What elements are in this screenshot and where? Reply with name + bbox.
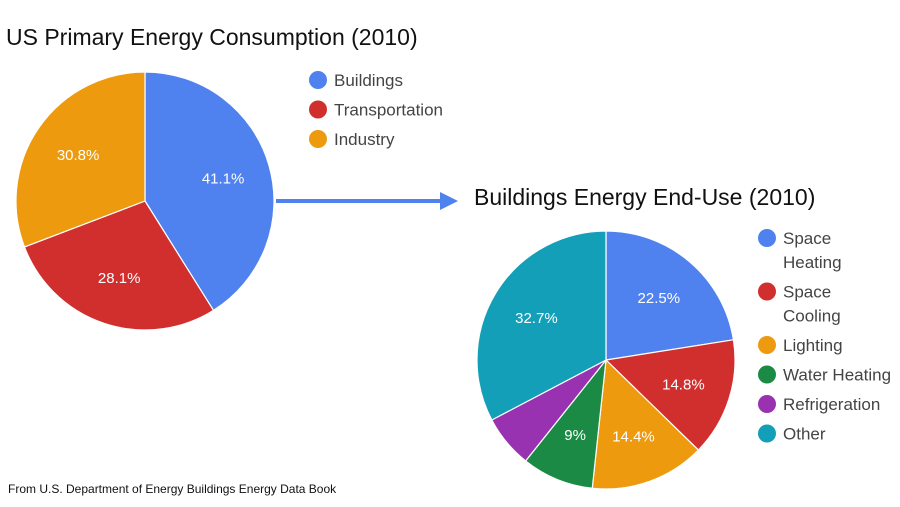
legend-label-industry: Industry [334,130,395,149]
legend-dot-other [758,424,776,443]
buildings-pie: 22.5% 14.8% 14.4% 9% 32.7% [476,230,736,490]
legend-item-space-heating: Space Heating [758,229,842,272]
legend-dot-industry [309,130,327,148]
pie-slice-industry [15,71,146,248]
primary-pie: 41.1% 28.1% 30.8% [15,71,275,331]
legend-label-refrigeration: Refrigeration [783,395,880,414]
legend-label-space-cooling: Space [783,283,831,302]
legend-item-water-heating: Water Heating [758,365,891,385]
legend-label-other: Other [783,425,826,444]
legend-item-transportation: Transportation [309,100,443,120]
primary-chart-title: US Primary Energy Consumption (2010) [6,24,418,50]
legend-item-other: Other [758,424,826,444]
legend-item-buildings: Buildings [309,71,403,90]
legend-dot-water-heating [758,365,776,384]
legend-label-lighting: Lighting [783,336,843,355]
slice-label-industry: 30.8% [57,147,100,164]
legend-label-space-cooling: Cooling [783,307,841,326]
flow-arrow [276,192,458,210]
arrow-head [440,192,458,210]
legend-dot-space-heating [758,229,776,247]
legend-dot-refrigeration [758,395,776,413]
slice-label-transportation: 28.1% [98,270,141,287]
primary-legend: Buildings Transportation Industry [309,71,443,149]
pie-slice-space-cooling [604,339,736,451]
legend-item-space-cooling: Space Cooling [758,282,841,326]
legend-label-space-heating: Space [783,229,831,248]
slice-label-water-heating: 9% [564,427,586,444]
legend-dot-lighting [758,336,776,354]
slice-label-lighting: 14.4% [612,429,655,446]
slice-label-buildings: 41.1% [202,171,245,188]
legend-item-lighting: Lighting [758,336,843,355]
pie-slice-buildings [144,71,275,312]
buildings-chart-title: Buildings Energy End-Use (2010) [474,184,815,210]
legend-dot-space-cooling [758,282,776,301]
pie-slice-other [476,230,607,421]
buildings-legend: Space Heating Space Cooling Lighting Water He… [758,229,891,444]
slice-label-space-heating: 22.5% [638,290,681,307]
legend-label-water-heating: Water Heating [783,366,891,385]
legend-dot-buildings [309,71,327,89]
legend-item-industry: Industry [309,130,395,149]
source-note: From U.S. Department of Energy Buildings… [8,482,337,496]
pie-slice-transportation [23,200,215,331]
slice-label-space-cooling: 14.8% [662,377,705,394]
legend-item-refrigeration: Refrigeration [758,395,880,414]
legend-dot-transportation [309,100,327,119]
pie-slice-space-heating [605,230,735,361]
pie-slice-lighting [591,358,700,490]
legend-label-space-heating: Heating [783,253,842,272]
slice-label-other: 32.7% [515,310,558,327]
legend-label-transportation: Transportation [334,101,443,120]
legend-label-buildings: Buildings [334,71,403,90]
